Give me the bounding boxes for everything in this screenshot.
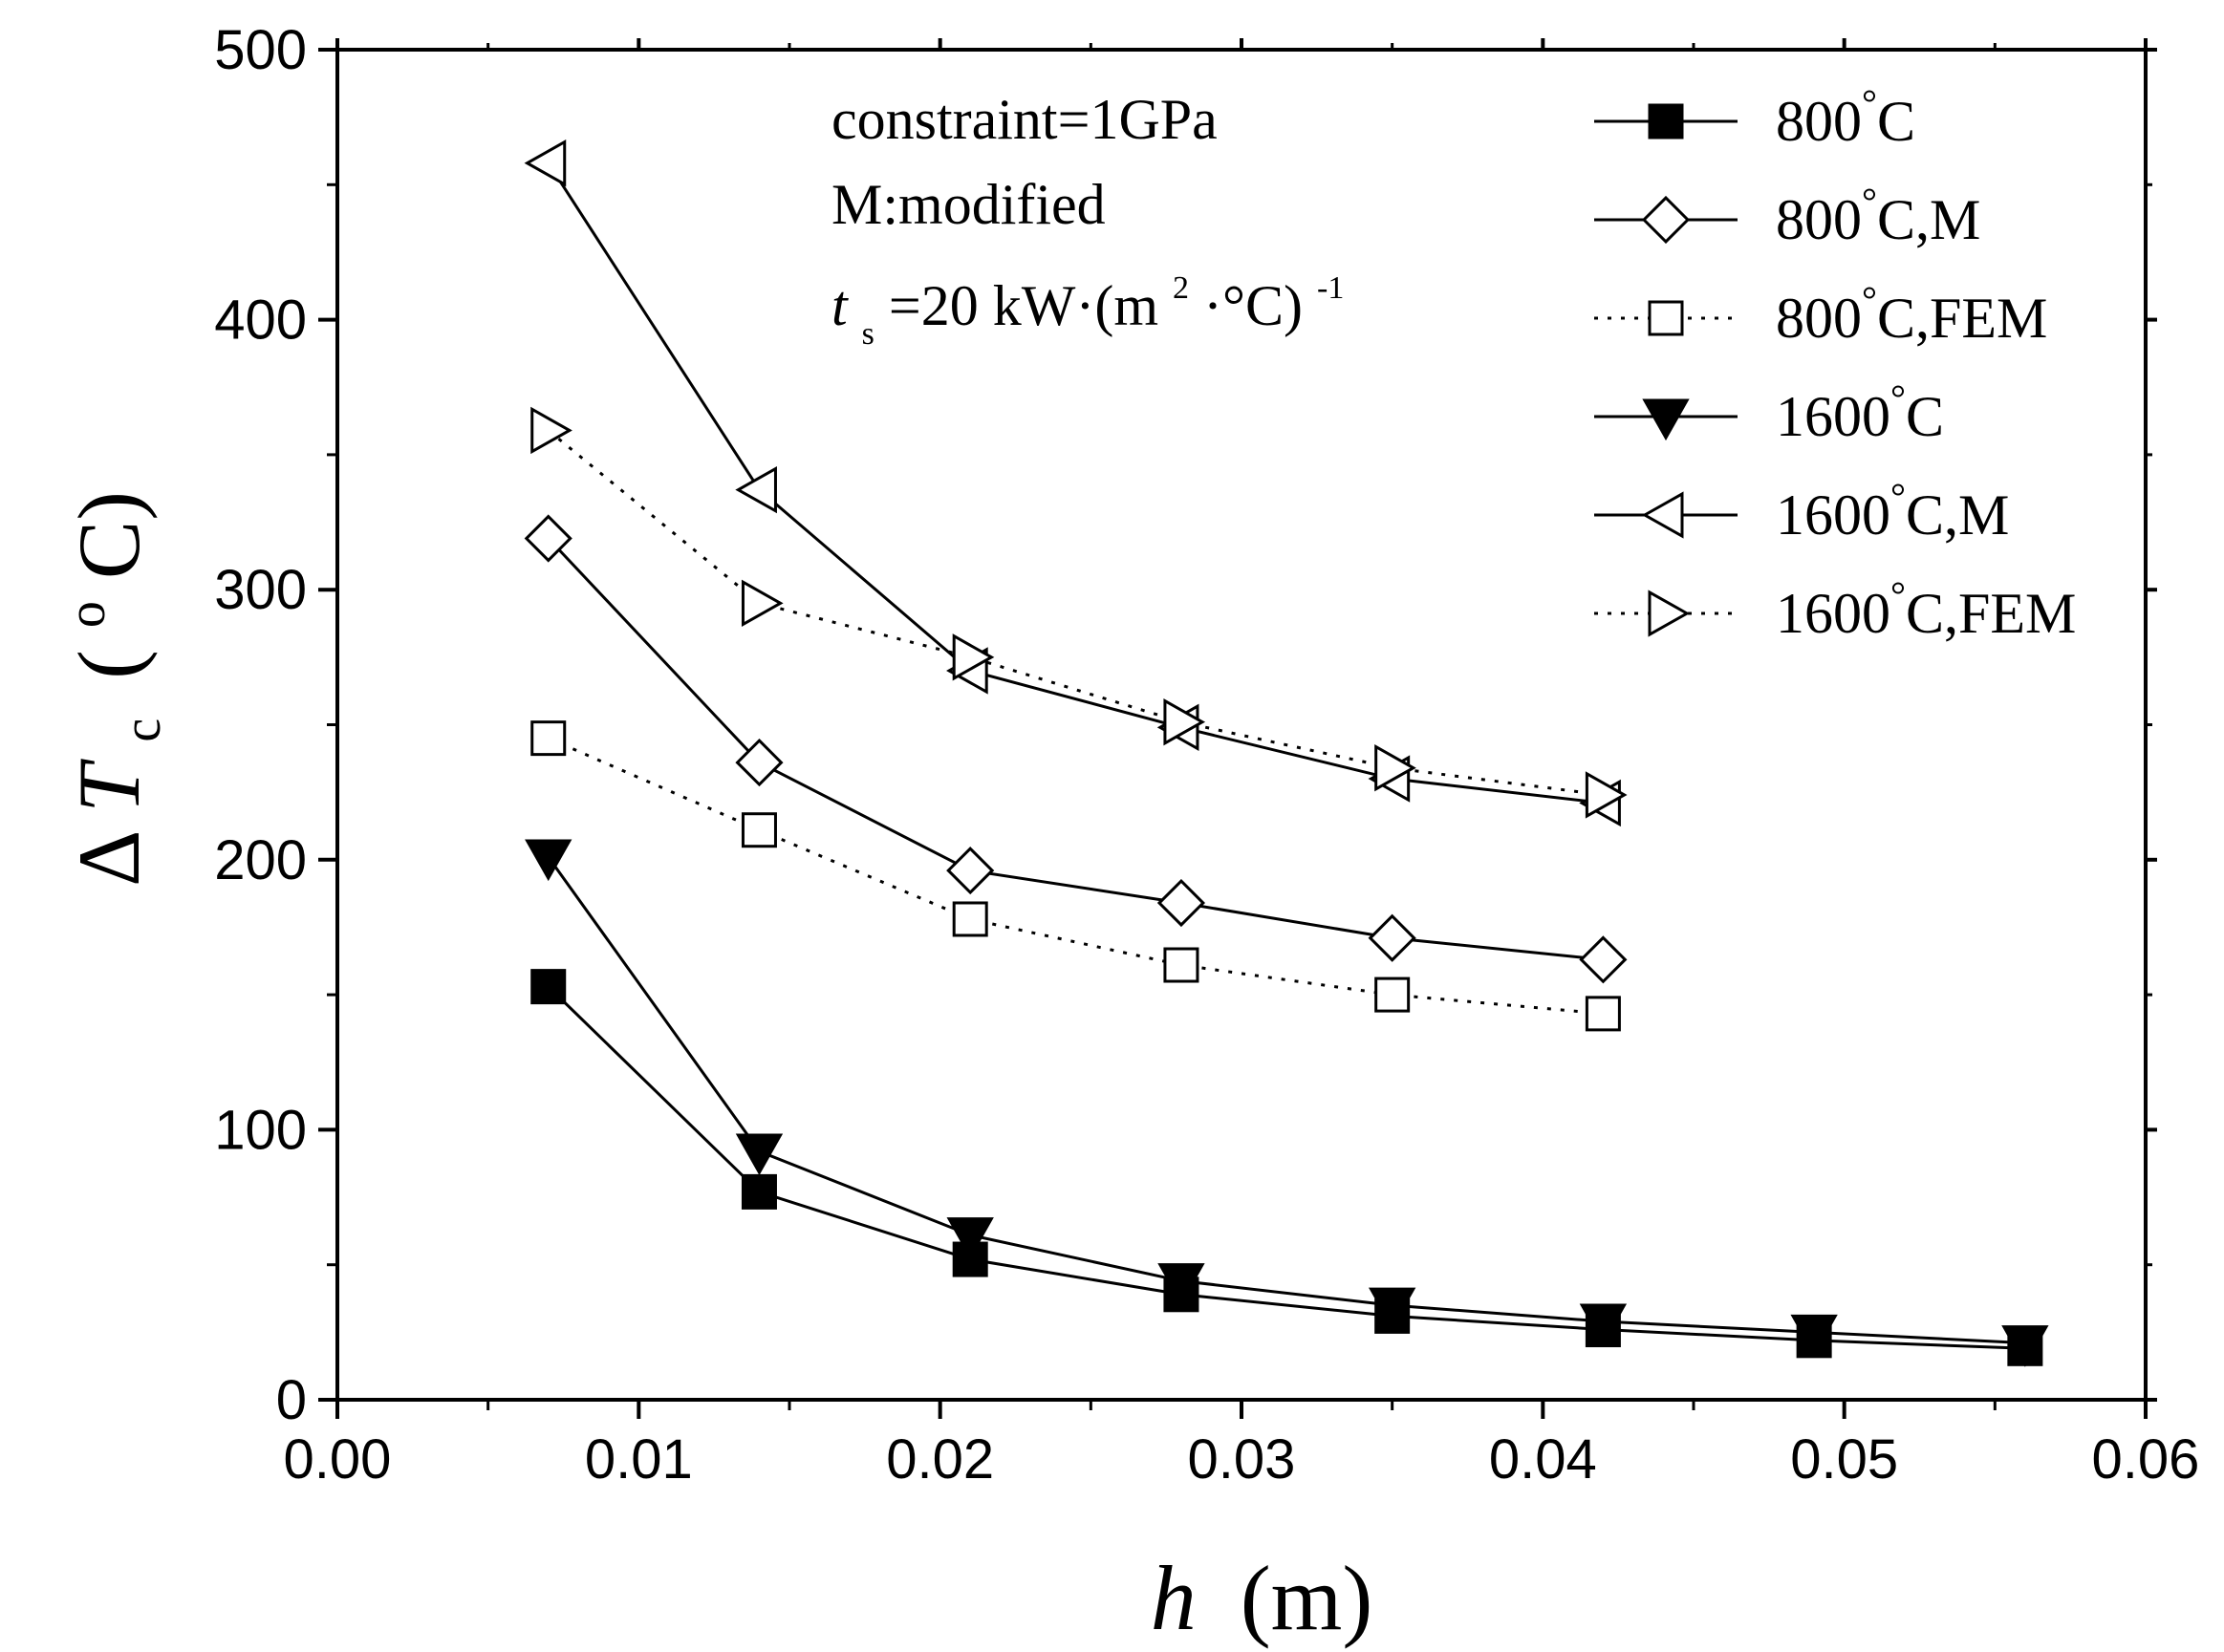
legend-marker — [1641, 195, 1691, 245]
data-point — [946, 847, 995, 895]
data-point — [735, 465, 777, 514]
data-point — [1585, 996, 1621, 1032]
legend-marker — [1642, 398, 1690, 441]
data-point — [1163, 698, 1206, 746]
legend-label: 800°C,M — [1776, 180, 1980, 251]
y-axis-title: Δ T c ( o C) — [26, 491, 179, 887]
y-tick-label: 500 — [214, 19, 307, 81]
data-point — [525, 839, 572, 882]
annotation-text: =20 kW·(m — [889, 274, 1158, 337]
data-point — [952, 633, 995, 681]
annotation-var-sub: s — [862, 316, 874, 352]
legend-marker — [1648, 590, 1691, 637]
data-point — [1585, 771, 1628, 819]
data-point — [735, 738, 784, 787]
x-axis-title: h (m) — [1151, 1547, 1373, 1649]
plot-frame — [335, 48, 2148, 1402]
legend-marker — [1648, 300, 1684, 336]
annotation-modified: M:modified — [831, 173, 1106, 236]
annotation-sup1: 2 — [1173, 270, 1189, 306]
data-point — [1156, 878, 1206, 928]
series-4 — [524, 139, 1621, 827]
legend-label: 1600°C,M — [1776, 475, 2009, 547]
y-axis-open-paren: ( — [60, 650, 158, 679]
x-tick-label: 0.01 — [585, 1428, 693, 1491]
series-line — [547, 537, 1604, 961]
data-point — [1374, 744, 1416, 792]
annotation-sup2: -1 — [1317, 270, 1344, 306]
legend-label: 800°C,FEM — [1776, 278, 2047, 350]
data-point — [1368, 1287, 1416, 1330]
data-point — [1790, 1314, 1838, 1357]
annotation-mid: ·°C) — [1203, 274, 1303, 337]
legend-marker — [1641, 491, 1684, 539]
data-point — [530, 720, 567, 757]
series-layer — [524, 139, 2049, 1367]
data-point — [1579, 1303, 1628, 1346]
data-point — [530, 406, 572, 455]
data-point — [2001, 1325, 2049, 1367]
series-line — [547, 429, 1604, 797]
data-point — [735, 1133, 784, 1176]
annotation-heat-coefficient: t s =20 kW·(m 2 ·°C) -1 — [831, 247, 1344, 356]
series-line — [548, 737, 1604, 1016]
legend: 800°C 800°C,M 800°C,FEM 1600°C 1600°C,M 1600°… — [1594, 81, 2076, 645]
x-tick-label: 0.00 — [284, 1428, 392, 1491]
y-tick-label: 400 — [214, 290, 307, 352]
legend-label: 1600°C — [1776, 376, 1944, 448]
data-point — [1163, 947, 1199, 983]
data-point — [741, 579, 784, 628]
legend-label: 800°C — [1776, 81, 1915, 153]
x-tick-label: 0.04 — [1489, 1428, 1597, 1491]
data-point — [524, 139, 567, 187]
series-line — [547, 161, 1604, 805]
legend-label: 1600°C,FEM — [1776, 573, 2076, 645]
y-axis-degree: o — [57, 601, 117, 628]
x-axis-variable: h — [1151, 1547, 1197, 1649]
plot-area: 0.00 0.01 0.02 0.03 0.04 0.05 0.06 0 100 200 300 40… — [214, 19, 2199, 1491]
legend-marker — [1648, 103, 1684, 139]
series-1 — [524, 514, 1628, 984]
y-tick-label: 200 — [214, 829, 307, 891]
y-tick-label: 300 — [214, 559, 307, 621]
data-point — [1368, 913, 1416, 962]
y-tick-label: 100 — [214, 1099, 307, 1161]
y-axis-subscript: c — [113, 719, 172, 742]
data-point — [1374, 976, 1411, 1013]
data-point — [524, 514, 572, 563]
series-2 — [530, 720, 1621, 1032]
y-axis-unit: C) — [60, 491, 158, 579]
y-axis-delta: Δ — [60, 833, 158, 887]
y-axis-variable: T — [60, 759, 158, 813]
x-tick-label: 0.02 — [886, 1428, 994, 1491]
data-point — [741, 1173, 777, 1210]
series-line — [547, 856, 2025, 1345]
x-tick-label: 0.03 — [1188, 1428, 1296, 1491]
x-tick-label: 0.05 — [1790, 1428, 1898, 1491]
y-tick-label: 0 — [276, 1369, 307, 1431]
data-point — [741, 812, 777, 848]
series-3 — [525, 839, 2049, 1367]
x-tick-label: 0.06 — [2092, 1428, 2200, 1491]
series-line — [547, 985, 2025, 1350]
series-5 — [530, 406, 1628, 819]
annotation-var: t — [831, 274, 849, 337]
data-point — [1579, 935, 1628, 984]
data-point — [952, 901, 988, 937]
x-axis-unit: (m) — [1241, 1547, 1373, 1649]
data-point — [946, 1217, 994, 1259]
annotation-constraint: constraint=1GPa — [831, 88, 1218, 151]
data-point — [530, 969, 567, 1005]
data-point — [1157, 1263, 1205, 1305]
